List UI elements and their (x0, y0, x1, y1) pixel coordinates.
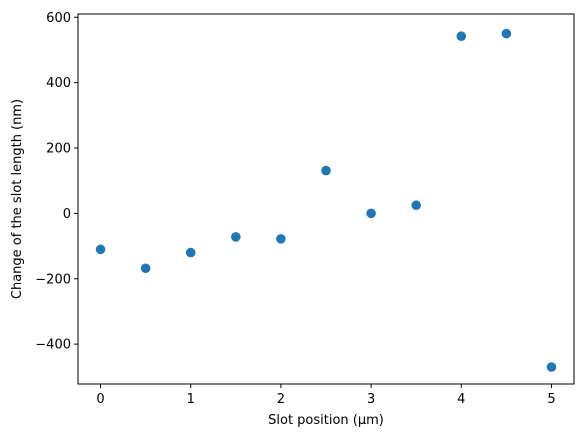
y-tick-label: −400 (35, 338, 71, 353)
data-point (546, 362, 557, 372)
x-axis-label: Slot position (μm) (268, 413, 384, 428)
data-point (185, 247, 196, 258)
data-point (321, 165, 331, 176)
x-tick-label: 2 (277, 392, 285, 407)
data-point (231, 232, 241, 242)
data-points (95, 28, 557, 372)
x-tick-label: 0 (96, 392, 104, 407)
y-tick-label: 600 (46, 11, 71, 26)
plot-frame (77, 13, 575, 385)
y-axis-ticks: −400 −200 0 200 400 600 (35, 11, 78, 353)
data-point (95, 244, 106, 255)
data-point (456, 31, 467, 42)
x-tick-label: 5 (547, 392, 555, 407)
plot-area (78, 14, 574, 384)
y-tick-label: −200 (35, 272, 71, 287)
x-tick-label: 4 (457, 392, 465, 407)
data-point (501, 28, 512, 39)
data-point (276, 234, 286, 244)
y-tick-label: 400 (46, 76, 71, 91)
y-axis-label: Change of the slot length (nm) (10, 99, 25, 299)
x-tick-label: 1 (187, 392, 195, 407)
x-axis-ticks: 0 1 2 3 4 5 (96, 384, 556, 407)
x-tick-label: 3 (367, 392, 375, 407)
y-tick-label: 0 (63, 207, 71, 222)
y-tick-label: 200 (46, 142, 71, 157)
data-point (366, 208, 376, 219)
data-point (411, 200, 421, 211)
data-point (140, 263, 151, 274)
